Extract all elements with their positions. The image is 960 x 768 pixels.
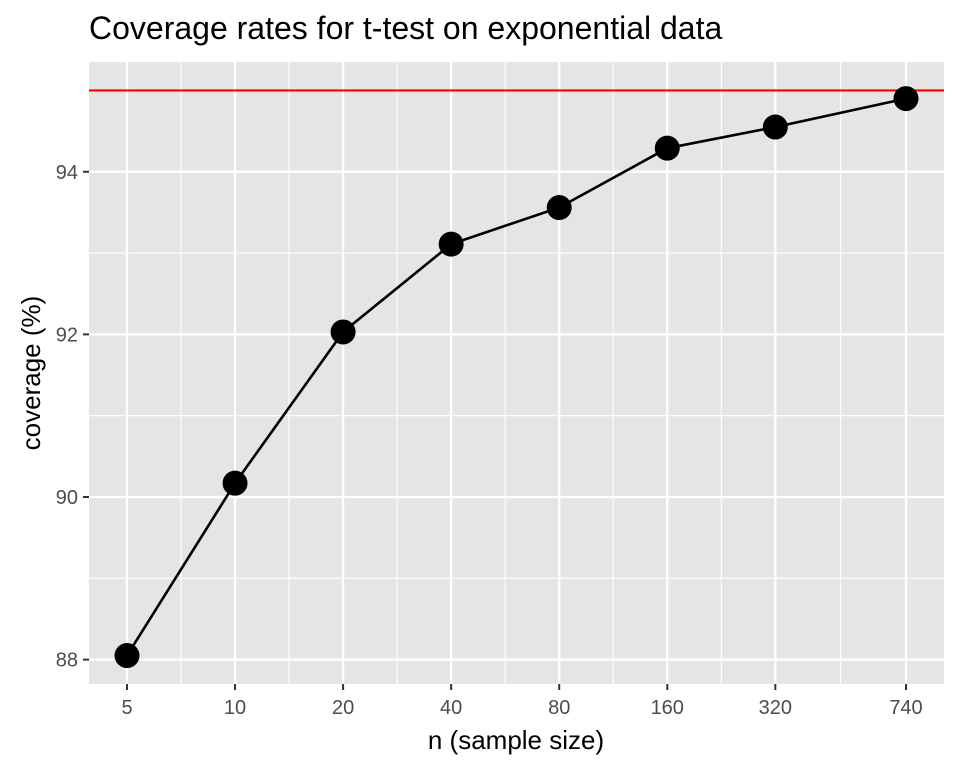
y-tick-label: 94 xyxy=(56,162,78,184)
y-tick-label: 88 xyxy=(56,650,78,672)
data-point xyxy=(893,86,919,112)
series-line xyxy=(125,97,907,657)
x-tick-label: 740 xyxy=(889,697,922,719)
axes: 88 90 92 94 5 10 20 40 80 160 320 740 xyxy=(56,162,923,719)
y-tick-label: 92 xyxy=(56,324,78,346)
data-point xyxy=(438,231,464,257)
y-axis-title: coverage (%) xyxy=(16,296,46,451)
x-tick-label: 10 xyxy=(224,697,246,719)
x-tick-label: 160 xyxy=(651,697,684,719)
y-tick-label: 90 xyxy=(56,487,78,509)
x-tick-label: 40 xyxy=(440,697,462,719)
x-tick-label: 320 xyxy=(759,697,792,719)
data-point xyxy=(222,470,248,496)
data-point xyxy=(546,195,572,221)
series-layer xyxy=(114,86,919,669)
data-point xyxy=(330,319,356,345)
plot-panel xyxy=(89,62,944,684)
major-gridlines xyxy=(89,62,944,684)
data-point xyxy=(114,643,140,669)
data-point xyxy=(762,114,788,140)
x-tick-label: 80 xyxy=(548,697,570,719)
x-tick-label: 20 xyxy=(332,697,354,719)
minor-gridlines xyxy=(89,62,944,684)
x-tick-label: 5 xyxy=(121,697,132,719)
chart-title: Coverage rates for t-test on exponential… xyxy=(89,10,722,46)
data-point xyxy=(654,135,680,161)
x-axis-title: n (sample size) xyxy=(428,725,604,755)
